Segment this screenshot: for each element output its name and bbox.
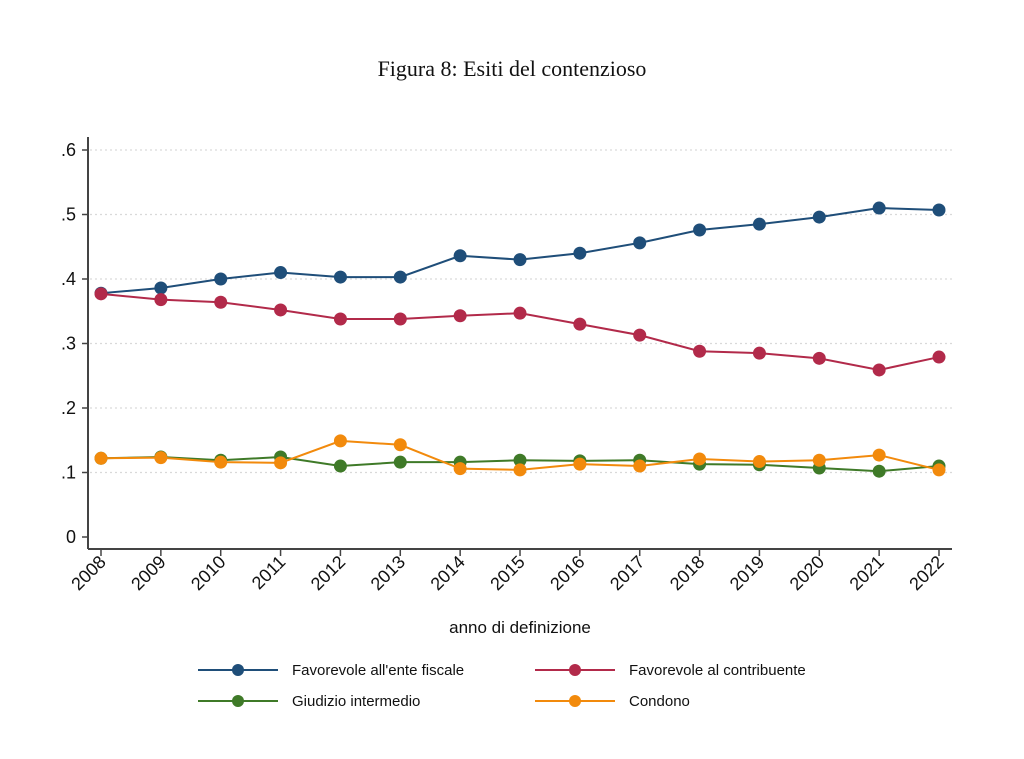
legend-marker: [232, 664, 244, 676]
data-point: [333, 270, 347, 284]
data-point: [872, 464, 886, 478]
x-tick-label: 2012: [307, 552, 349, 594]
legend-marker: [232, 695, 244, 707]
y-tick-label: .3: [61, 334, 76, 354]
legend-label: Favorevole al contribuente: [629, 662, 806, 679]
data-point: [274, 266, 288, 280]
legend: Favorevole all'ente fiscale Favorevole al…: [198, 662, 806, 710]
data-point: [274, 456, 288, 470]
y-tick-label: 0: [66, 527, 76, 547]
y-tick-label: .6: [61, 140, 76, 160]
data-point: [214, 295, 228, 309]
data-point: [154, 281, 168, 295]
data-point: [812, 453, 826, 467]
x-tick-label: 2021: [846, 552, 888, 594]
data-point: [214, 455, 228, 469]
data-point: [812, 351, 826, 365]
data-point: [633, 328, 647, 342]
data-point: [752, 217, 766, 231]
data-point: [393, 270, 407, 284]
data-point: [812, 210, 826, 224]
series-3: [94, 434, 946, 477]
data-point: [693, 223, 707, 237]
x-tick-label: 2017: [606, 552, 648, 594]
legend-label: Giudizio intermedio: [292, 693, 420, 710]
series-1: [94, 287, 946, 377]
x-tick-label: 2020: [786, 552, 828, 594]
data-point: [513, 463, 527, 477]
data-point: [752, 346, 766, 360]
data-point: [513, 453, 527, 467]
data-point: [274, 303, 288, 317]
data-point: [573, 457, 587, 471]
y-tick-label: .1: [61, 463, 76, 483]
figure-caption: Figura 8: Esiti del contenzioso: [377, 56, 647, 81]
data-point: [573, 317, 587, 331]
data-point: [573, 246, 587, 260]
x-axis-ticks: 2008 2009 2010 2011 2012 2013 2014 2015 2016 2017…: [67, 549, 948, 594]
data-point: [453, 309, 467, 323]
data-point: [94, 287, 108, 301]
data-point: [872, 201, 886, 215]
y-tick-label: .5: [61, 205, 76, 225]
legend-marker: [569, 695, 581, 707]
x-tick-label: 2015: [486, 552, 528, 594]
legend-item: Condono: [535, 693, 690, 710]
x-tick-label: 2008: [67, 552, 109, 594]
data-point: [94, 451, 108, 465]
data-point: [154, 451, 168, 465]
series-0: [94, 201, 946, 300]
y-tick-label: .4: [61, 269, 76, 289]
data-point: [453, 462, 467, 476]
x-tick-label: 2019: [726, 552, 768, 594]
data-point: [932, 203, 946, 217]
data-point: [693, 452, 707, 466]
data-point: [453, 249, 467, 263]
x-tick-label: 2011: [248, 552, 290, 594]
data-point: [333, 434, 347, 448]
x-axis-title: anno di definizione: [449, 618, 591, 637]
series-layer: [94, 201, 946, 478]
data-point: [872, 448, 886, 462]
data-point: [932, 350, 946, 364]
data-point: [513, 306, 527, 320]
legend-label: Condono: [629, 693, 690, 710]
data-point: [752, 455, 766, 469]
x-tick-label: 2018: [666, 552, 708, 594]
data-point: [872, 363, 886, 377]
legend-item: Favorevole al contribuente: [535, 662, 806, 679]
x-tick-label: 2022: [905, 552, 947, 594]
legend-marker: [569, 664, 581, 676]
data-point: [154, 293, 168, 307]
x-tick-label: 2016: [546, 552, 588, 594]
y-tick-label: .2: [61, 398, 76, 418]
data-point: [333, 459, 347, 473]
x-tick-label: 2009: [127, 552, 169, 594]
x-tick-label: 2014: [427, 552, 469, 594]
data-point: [333, 312, 347, 326]
data-point: [693, 344, 707, 358]
data-point: [393, 455, 407, 469]
y-axis-ticks: 0 .1 .2 .3 .4 .5 .6: [61, 140, 88, 547]
data-point: [633, 236, 647, 250]
data-point: [393, 312, 407, 326]
data-point: [633, 459, 647, 473]
legend-item: Giudizio intermedio: [198, 693, 420, 710]
data-point: [932, 463, 946, 477]
data-point: [393, 438, 407, 452]
legend-item: Favorevole all'ente fiscale: [198, 662, 464, 679]
x-tick-label: 2013: [367, 552, 409, 594]
x-tick-label: 2010: [187, 552, 229, 594]
legend-label: Favorevole all'ente fiscale: [292, 662, 464, 679]
data-point: [513, 253, 527, 267]
data-point: [214, 272, 228, 286]
